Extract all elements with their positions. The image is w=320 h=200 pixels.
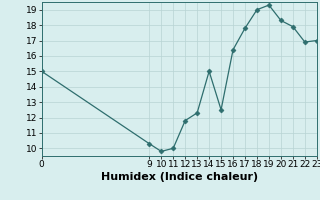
X-axis label: Humidex (Indice chaleur): Humidex (Indice chaleur) [100,172,258,182]
